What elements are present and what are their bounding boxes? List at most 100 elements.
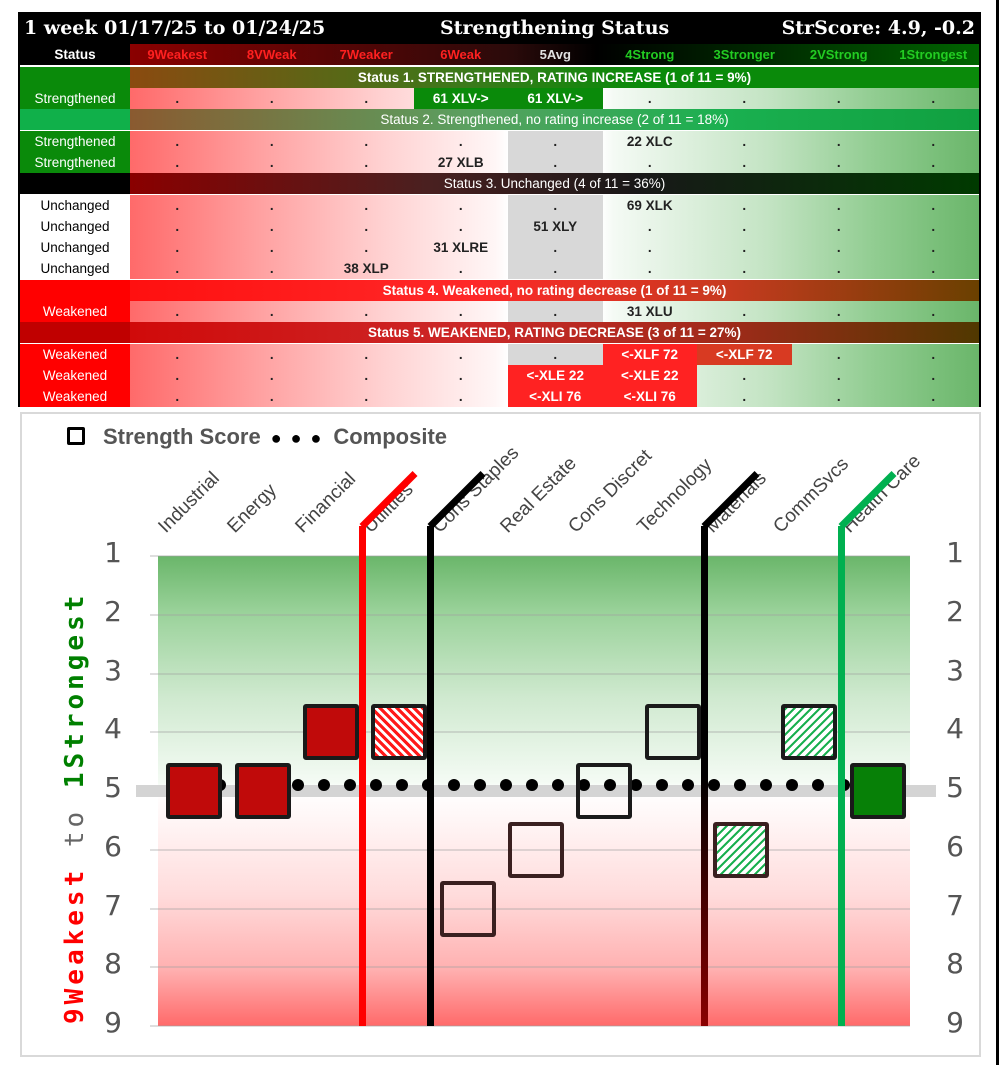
composite-dot xyxy=(734,779,746,792)
column-header-4strong: 4Strong xyxy=(625,47,675,62)
table-cell-5avg: 61 XLV-> xyxy=(508,88,603,109)
composite-dot xyxy=(500,779,512,792)
legend-strength-score: Strength Score xyxy=(103,424,261,449)
row-status: Unchanged xyxy=(20,237,130,258)
table-cell-1strongest: . xyxy=(931,219,936,234)
dots-legend-icon: ● ● ● xyxy=(270,428,324,448)
row-status: Strengthened xyxy=(20,88,130,109)
status-band-label: Status 4. Weakened, no rating decrease (… xyxy=(382,283,727,298)
composite-dot xyxy=(708,779,720,792)
category-label: Health Care xyxy=(838,450,925,538)
table-cell-4strong: 22 XLC xyxy=(626,134,673,149)
y-tick-left: 2 xyxy=(104,594,122,628)
table-cell-5avg: <-XLE 22 xyxy=(508,365,603,386)
table-cell-9weakest: . xyxy=(175,91,180,106)
table-cell-5avg: . xyxy=(553,155,558,170)
y-tick-right: 8 xyxy=(946,947,964,981)
composite-dot xyxy=(760,779,772,792)
table-cell-7weaker: . xyxy=(364,368,369,383)
composite-dot xyxy=(812,779,824,792)
table-cell-2vstrong: . xyxy=(836,198,841,213)
table-cell-8vweak: . xyxy=(269,134,274,149)
table-cell-3stronger: . xyxy=(742,91,747,106)
sector-marker-line xyxy=(837,526,845,1026)
row-status: Unchanged xyxy=(20,195,130,216)
table-cell-5avg: . xyxy=(553,261,558,276)
strength-chart: Strength Score ● ● ● Composite 9Weakest to… xyxy=(20,412,981,1057)
column-header-9weakest: 9Weakest xyxy=(147,47,208,62)
table-cell-8vweak: . xyxy=(269,91,274,106)
y-tick-left: 5 xyxy=(104,771,122,804)
table-row: Unchanged.... 51 XLY.... xyxy=(20,216,979,237)
gridline xyxy=(150,555,910,557)
row-status: Weakened xyxy=(20,344,130,365)
table-cell-9weakest: . xyxy=(175,198,180,213)
gridline xyxy=(150,613,910,616)
table-cell-2vstrong: . xyxy=(836,389,841,404)
y-tick-left: 1 xyxy=(104,536,122,569)
strength-score-marker xyxy=(849,763,906,819)
composite-dot xyxy=(396,779,408,792)
composite-dot xyxy=(656,779,668,792)
table-cell-8vweak: . xyxy=(269,389,274,404)
y-title-strongest: 1Strongest xyxy=(60,591,90,789)
table-cell-2vstrong: . xyxy=(836,240,841,255)
y-tick-left: 6 xyxy=(104,829,122,863)
y-tick-left: 4 xyxy=(104,712,122,746)
table-cell-1strongest: . xyxy=(931,155,936,170)
table-title-bar: 1 week 01/17/25 to 01/24/25 Strengthenin… xyxy=(20,14,979,44)
composite-dot xyxy=(292,779,304,792)
table-cell-9weakest: . xyxy=(175,261,180,276)
table-cell-9weakest: . xyxy=(175,368,180,383)
table-row: Weakened.... <-XLI 76 <-XLI 76... xyxy=(20,386,979,407)
table-row: Strengthened... 61 XLV-> 61 XLV->.... xyxy=(20,88,979,109)
str-score: StrScore: 4.9, -0.2 xyxy=(781,17,975,39)
strength-score-marker xyxy=(439,880,496,937)
strength-score-marker xyxy=(302,704,359,761)
date-range-title: 1 week 01/17/25 to 01/24/25 xyxy=(24,17,326,39)
table-cell-6weak: . xyxy=(458,368,463,383)
table-cell-4strong: 31 XLU xyxy=(626,304,673,319)
strength-score-marker xyxy=(371,704,428,761)
table-cell-8vweak: . xyxy=(269,155,274,170)
table-cell-7weaker: . xyxy=(364,219,369,234)
column-header-2vstrong: 2VStrong xyxy=(809,47,868,62)
y-axis-title: 9Weakest to 1Strongest xyxy=(60,544,90,1024)
table-cell-7weaker: . xyxy=(364,134,369,149)
y-tick-right: 4 xyxy=(946,712,964,746)
status-band-label: Status 3. Unchanged (4 of 11 = 36%) xyxy=(443,176,666,191)
table-cell-5avg: . xyxy=(553,240,558,255)
y-tick-left: 7 xyxy=(104,888,122,922)
table-cell-5avg: . xyxy=(553,347,558,362)
table-cell-3stronger: . xyxy=(742,219,747,234)
gridline xyxy=(150,1025,910,1027)
table-cell-3stronger: . xyxy=(742,198,747,213)
composite-dot xyxy=(786,779,798,792)
composite-dot xyxy=(682,779,694,792)
table-row: Strengthened..... 22 XLC... xyxy=(20,131,979,152)
table-cell-8vweak: . xyxy=(269,261,274,276)
status-column-header: Status xyxy=(54,47,96,62)
table-cell-5avg: . xyxy=(553,198,558,213)
y-tick-right: 3 xyxy=(946,653,964,687)
table-cell-2vstrong: . xyxy=(836,261,841,276)
category-label: Industrial xyxy=(154,467,224,538)
column-header-7weaker: 7Weaker xyxy=(339,47,393,62)
table-cell-7weaker: 38 XLP xyxy=(343,261,389,276)
table-row: Strengthened... 27 XLB..... xyxy=(20,152,979,173)
table-cell-2vstrong: . xyxy=(836,347,841,362)
category-label: Energy xyxy=(222,479,281,538)
composite-dot xyxy=(318,779,330,792)
table-cell-7weaker: . xyxy=(364,304,369,319)
table-cell-6weak: . xyxy=(458,304,463,319)
strength-score-marker xyxy=(644,704,701,761)
table-cell-2vstrong: . xyxy=(836,134,841,149)
table-cell-7weaker: . xyxy=(364,198,369,213)
table-title: Strengthening Status xyxy=(440,17,670,39)
y-tick-right: 5 xyxy=(946,771,964,804)
category-label: Financial xyxy=(291,468,360,538)
table-cell-4strong: <-XLE 22 xyxy=(602,365,697,386)
sector-marker-line xyxy=(427,526,435,1026)
table-cell-3stronger: . xyxy=(742,304,747,319)
table-row: Unchanged.. 38 XLP...... xyxy=(20,258,979,279)
